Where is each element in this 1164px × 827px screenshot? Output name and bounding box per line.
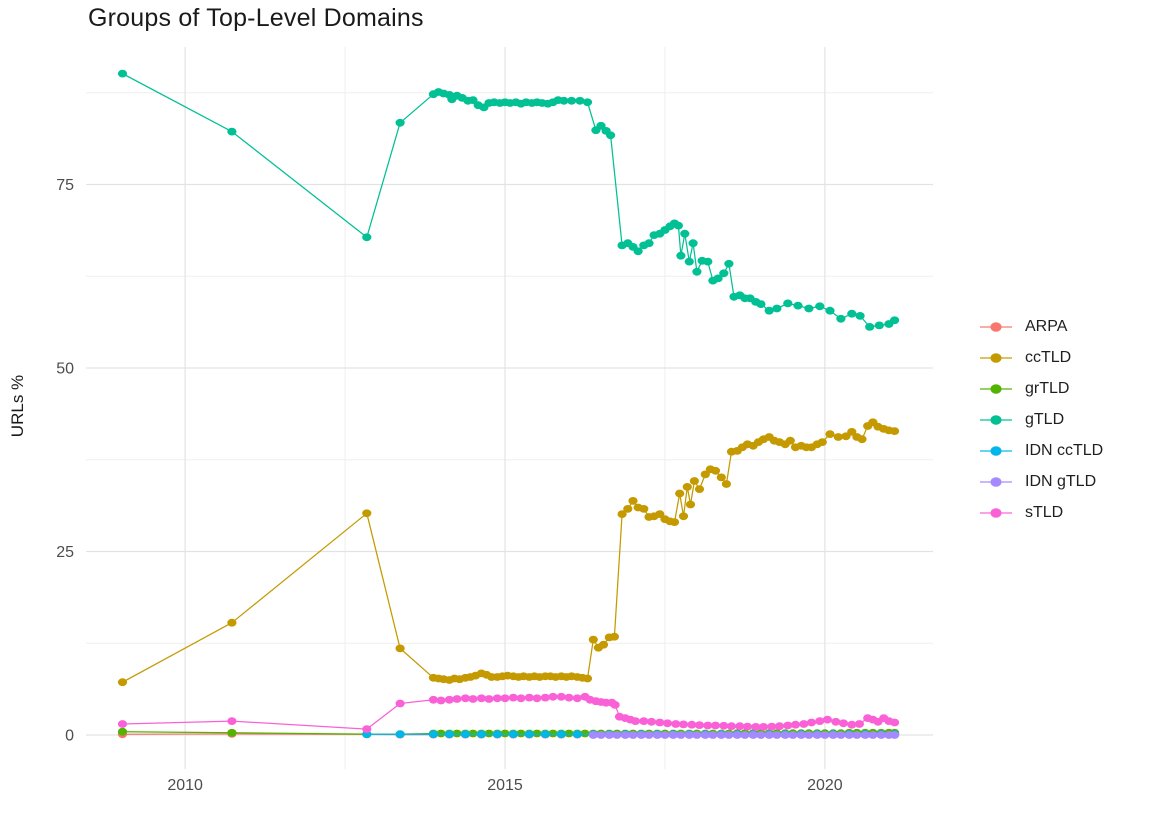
plot-title: Groups of Top-Level Domains xyxy=(88,4,424,32)
legend-key-icon-gTLD xyxy=(980,414,1012,425)
y-tick-label: 25 xyxy=(56,544,74,561)
legend-item-IDN-gTLD: IDN gTLD xyxy=(979,466,1103,497)
grid-minor xyxy=(86,47,933,769)
legend-label-grTLD: grTLD xyxy=(1025,379,1070,397)
legend-label-gTLD: gTLD xyxy=(1025,410,1065,428)
x-tick-label: 2015 xyxy=(487,777,523,794)
series-line-gTLD xyxy=(122,73,895,328)
series-points-sTLD xyxy=(117,692,900,733)
legend-key-icon-ccTLD xyxy=(980,352,1012,363)
series-ccTLD xyxy=(117,418,900,687)
x-tick-label: 2020 xyxy=(807,777,843,794)
legend: ARPA ccTLD grTLD gTLD IDN ccTLD IDN gTLD sTLD xyxy=(979,311,1103,528)
x-axis-tick-labels: 2010 2015 2020 xyxy=(167,777,842,794)
legend-item-grTLD: grTLD xyxy=(979,373,1103,404)
legend-item-gTLD: gTLD xyxy=(979,404,1103,435)
legend-label-IDN-ccTLD: IDN ccTLD xyxy=(1025,441,1104,459)
series-gTLD xyxy=(117,69,900,331)
legend-item-IDN-ccTLD: IDN ccTLD xyxy=(979,435,1103,466)
y-tick-label: 0 xyxy=(65,728,74,745)
legend-label-sTLD: sTLD xyxy=(1025,503,1064,521)
series-IDN-gTLD xyxy=(588,731,900,739)
legend-label-ARPA: ARPA xyxy=(1025,317,1068,335)
series-sTLD xyxy=(117,692,900,733)
legend-key-icon-IDN-gTLD xyxy=(980,476,1012,487)
y-axis-title: URLs % xyxy=(8,374,27,438)
y-tick-label: 75 xyxy=(56,177,74,194)
legend-item-ccTLD: ccTLD xyxy=(979,342,1103,373)
legend-key-icon-ARPA xyxy=(980,321,1012,332)
series-points-ccTLD xyxy=(117,418,900,687)
legend-item-sTLD: sTLD xyxy=(979,497,1103,528)
legend-label-ccTLD: ccTLD xyxy=(1025,348,1072,366)
legend-label-IDN-gTLD: IDN gTLD xyxy=(1025,472,1097,490)
series-points-IDN-gTLD xyxy=(588,731,900,739)
grid-major xyxy=(86,47,933,769)
legend-key-icon-grTLD xyxy=(980,383,1012,394)
legend-key-icon-sTLD xyxy=(980,507,1012,518)
y-tick-label: 50 xyxy=(56,360,74,377)
legend-key-icon-IDN-ccTLD xyxy=(980,445,1012,456)
y-axis-tick-labels: 0 25 50 75 xyxy=(56,177,74,745)
series-points-gTLD xyxy=(117,69,900,331)
x-tick-label: 2010 xyxy=(167,777,203,794)
legend-item-ARPA: ARPA xyxy=(979,311,1103,342)
